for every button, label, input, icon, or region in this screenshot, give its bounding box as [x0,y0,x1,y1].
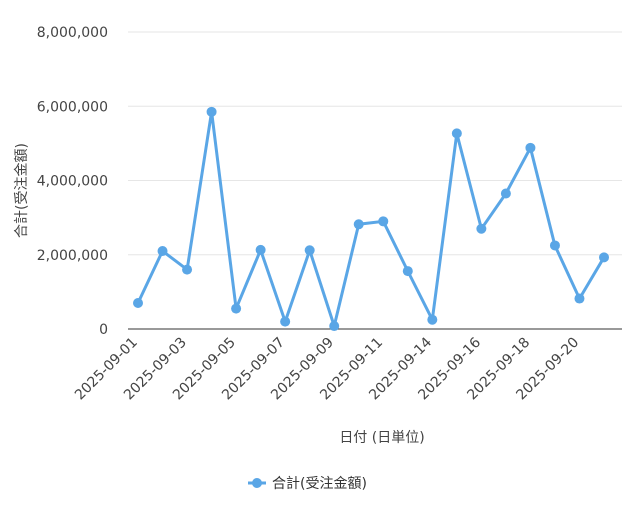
data-point[interactable] [378,216,389,227]
y-tick-label: 2,000,000 [37,248,108,264]
data-point[interactable] [304,245,315,256]
y-axis-title: 合計(受注金額) [14,143,30,238]
data-point[interactable] [402,266,413,277]
data-point[interactable] [427,314,438,325]
data-point[interactable] [549,240,560,251]
data-point[interactable] [182,264,193,275]
y-tick-label: 6,000,000 [37,99,108,115]
legend-dot-marker [252,478,262,488]
x-axis-ticks: 2025-09-012025-09-032025-09-052025-09-07… [72,334,582,403]
data-point[interactable] [476,223,487,234]
data-point[interactable] [231,303,242,314]
x-axis-title: 日付 (日単位) [339,430,424,446]
y-tick-label: 4,000,000 [37,174,108,190]
legend[interactable]: 合計(受注金額) [248,476,367,492]
y-tick-label: 8,000,000 [37,25,108,41]
series-line [136,110,606,328]
data-point[interactable] [500,188,511,199]
data-point[interactable] [133,298,143,309]
data-point[interactable] [206,106,217,117]
data-point[interactable] [525,142,536,153]
data-point[interactable] [599,252,609,263]
data-point[interactable] [255,244,266,255]
data-point[interactable] [451,128,462,139]
data-point[interactable] [329,321,340,332]
y-axis-ticks: 0 2,000,000 4,000,000 6,000,000 8,000,000 [37,25,108,338]
y-tick-label: 0 [99,322,108,338]
data-point[interactable] [574,293,585,304]
data-point[interactable] [157,246,168,257]
data-point[interactable] [280,316,291,327]
data-points [133,106,609,332]
data-point[interactable] [353,219,364,230]
legend-label: 合計(受注金額) [272,476,367,492]
